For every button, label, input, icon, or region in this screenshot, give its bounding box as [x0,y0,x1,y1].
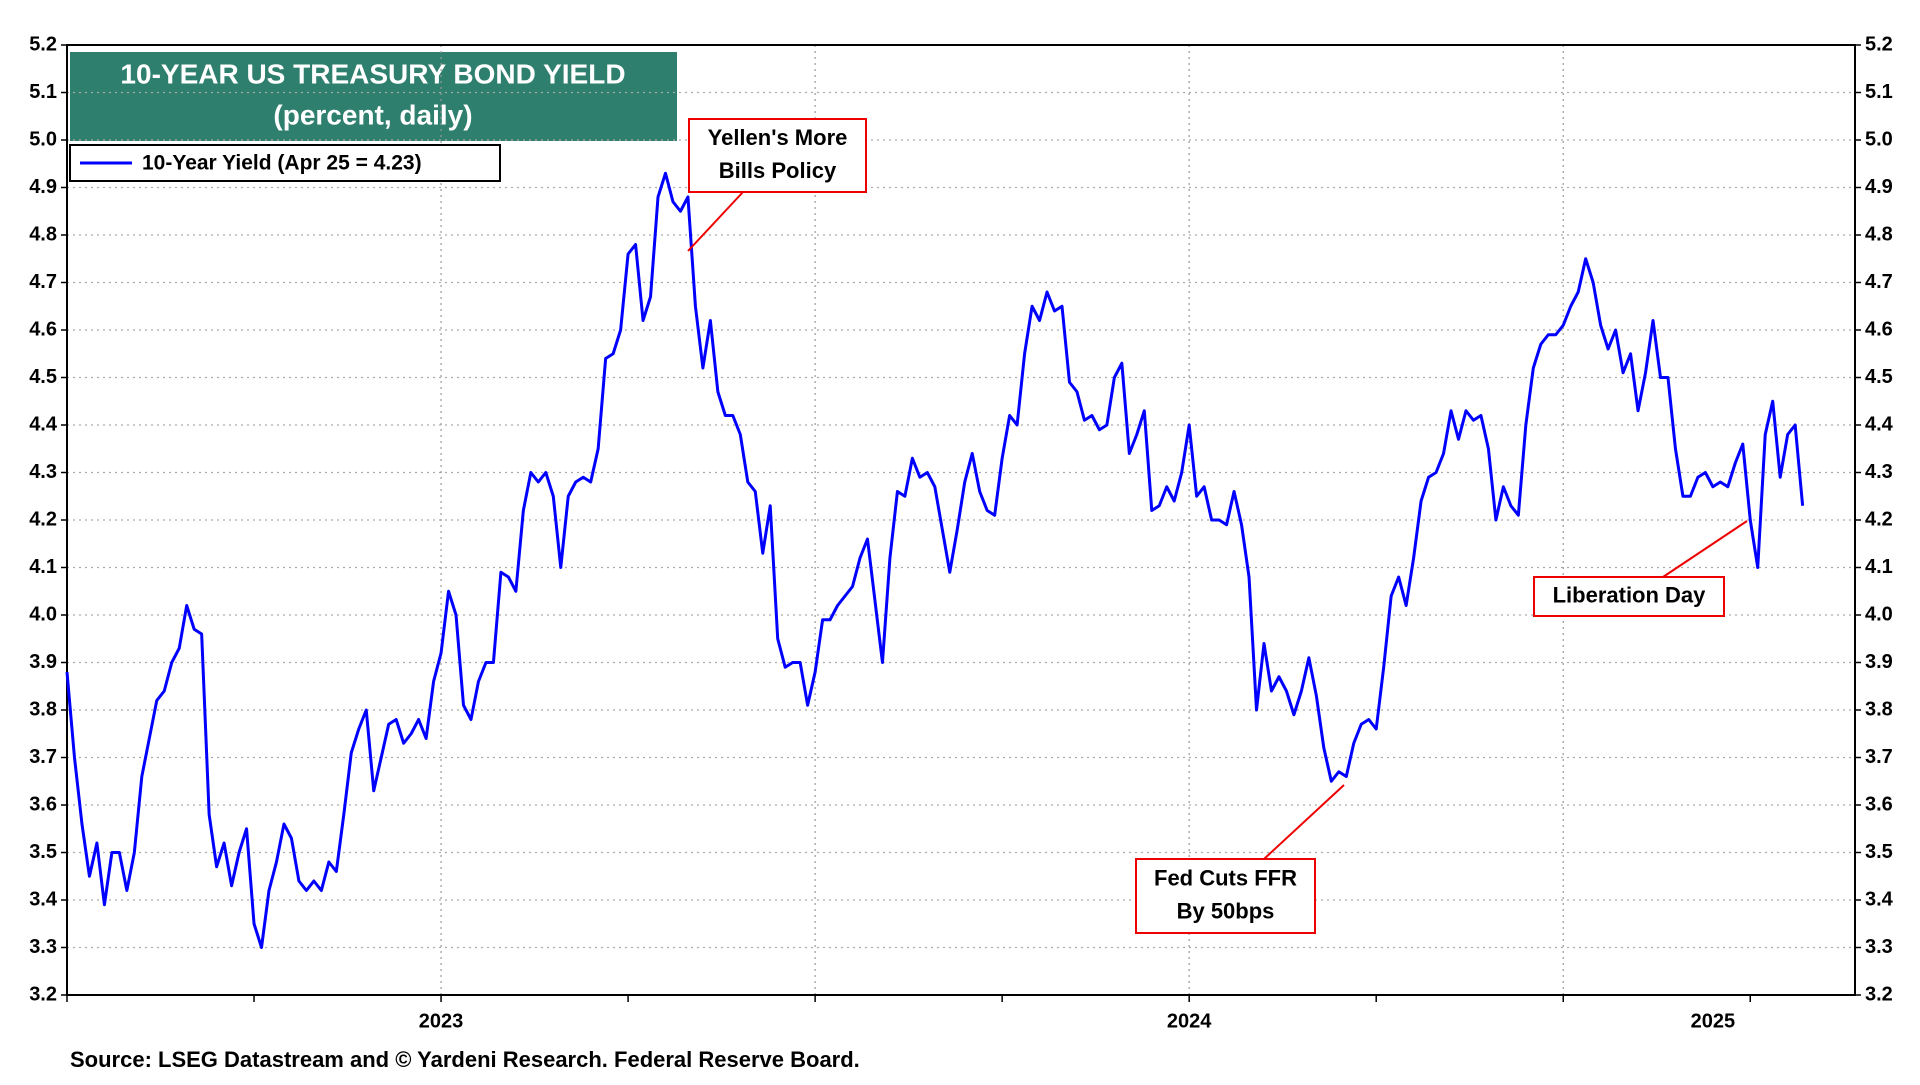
y-tick-label: 3.9 [29,651,57,673]
annotation-text: Bills Policy [719,158,837,183]
legend-box [69,144,501,182]
y-tick-label: 4.2 [29,508,57,530]
annotation-box [1533,576,1725,617]
y2-tick-label: 4.1 [1865,556,1893,578]
y-tick-label: 4.9 [29,176,57,198]
y-tick-label: 3.7 [29,746,57,768]
title-box [70,52,677,141]
y-tick-label: 4.3 [29,461,57,483]
y2-tick-label: 4.2 [1865,508,1893,530]
y2-tick-label: 4.7 [1865,271,1893,293]
y2-tick-label: 3.8 [1865,698,1893,720]
chart-title: 10-YEAR US TREASURY BOND YIELD [120,58,625,89]
annotation-box [688,118,867,193]
y2-tick-label: 3.9 [1865,651,1893,673]
y-tick-label: 4.1 [29,556,57,578]
y2-tick-label: 3.5 [1865,841,1893,863]
y-tick-label: 4.5 [29,366,57,388]
y2-tick-label: 4.9 [1865,176,1893,198]
y2-tick-label: 5.0 [1865,128,1893,150]
y2-tick-label: 5.1 [1865,81,1893,103]
annotation-text: Liberation Day [1553,582,1707,607]
data-line [65,171,1805,949]
source-note: Source: LSEG Datastream and © Yardeni Re… [70,1047,860,1072]
y-tick-label: 5.0 [29,128,57,150]
annotation-pointer [687,191,744,252]
annotation-pointer [1263,784,1345,860]
y2-tick-label: 3.6 [1865,793,1893,815]
y-tick-label: 5.1 [29,81,57,103]
chart-subtitle: (percent, daily) [273,99,472,130]
y-tick-label: 4.7 [29,271,57,293]
y2-tick-label: 4.4 [1865,413,1894,435]
y-tick-label: 3.2 [29,983,57,1005]
annotation-text: By 50bps [1177,898,1275,923]
y2-tick-label: 3.7 [1865,746,1893,768]
y-tick-label: 4.0 [29,603,57,625]
y2-tick-label: 4.5 [1865,366,1893,388]
x-tick-label: 2023 [419,1010,464,1032]
y-tick-label: 5.2 [29,33,57,55]
y2-tick-label: 3.3 [1865,936,1893,958]
y-tick-label: 4.8 [29,223,57,245]
y-tick-label: 3.3 [29,936,57,958]
y-tick-label: 3.5 [29,841,57,863]
y-tick-label: 4.6 [29,318,57,340]
y-tick-label: 3.6 [29,793,57,815]
y-tick-label: 4.4 [29,413,58,435]
y2-tick-label: 3.2 [1865,983,1893,1005]
y-tick-label: 3.8 [29,698,57,720]
legend-label: 10-Year Yield (Apr 25 = 4.23) [142,152,422,175]
y2-tick-label: 4.0 [1865,603,1893,625]
x-tick-label: 2024 [1167,1010,1212,1032]
y2-tick-label: 4.8 [1865,223,1893,245]
plot-frame [66,44,1856,996]
annotation-text: Yellen's More [708,125,848,150]
annotation-text: Fed Cuts FFR [1154,865,1297,890]
y2-tick-label: 4.6 [1865,318,1893,340]
x-tick-label: 2025 [1691,1010,1736,1032]
annotation-pointer [1662,520,1748,578]
y2-tick-label: 5.2 [1865,33,1893,55]
y2-tick-label: 3.4 [1865,888,1894,910]
y2-tick-label: 4.3 [1865,461,1893,483]
annotation-box [1135,858,1316,934]
y-tick-label: 3.4 [29,888,58,910]
